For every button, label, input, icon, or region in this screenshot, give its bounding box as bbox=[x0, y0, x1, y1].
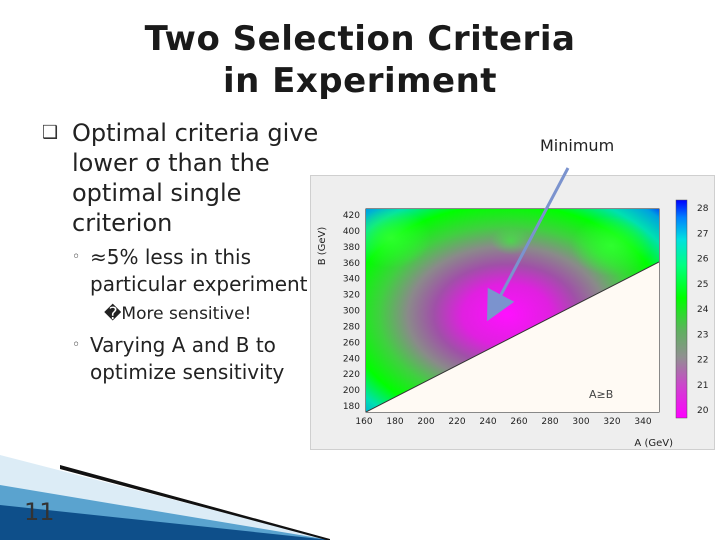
x-tick-label: 180 bbox=[386, 417, 403, 427]
bullet-more-sensitive: �More sensitive! bbox=[104, 304, 252, 324]
bullet-list: ❑ Optimal criteria give lower σ than the… bbox=[42, 118, 322, 386]
x-tick-label: 160 bbox=[355, 417, 372, 427]
contour-fill bbox=[366, 209, 659, 412]
sensitivity-contour-plot: A≥B B (GeV) A (GeV) 180 200 220 240 260 280 30… bbox=[310, 175, 715, 450]
x-tick-label: 260 bbox=[510, 417, 527, 427]
y-tick-label: 340 bbox=[343, 275, 360, 285]
bullet-text: ≈5% less in this particular experiment bbox=[90, 245, 308, 296]
bullet-optimal-criteria: ❑ Optimal criteria give lower σ than the… bbox=[42, 118, 322, 238]
y-tick-label: 240 bbox=[343, 354, 360, 364]
x-tick-label: 220 bbox=[448, 417, 465, 427]
color-scale-tick-label: 26 bbox=[697, 255, 709, 265]
x-tick-label: 200 bbox=[417, 417, 434, 427]
x-tick-label: 340 bbox=[634, 417, 651, 427]
y-tick-label: 180 bbox=[343, 402, 360, 412]
x-tick-label: 240 bbox=[479, 417, 496, 427]
bullet-text: Varying A and B to optimize sensitivity bbox=[90, 333, 285, 384]
color-scale-tick-label: 21 bbox=[697, 381, 708, 391]
y-tick-label: 280 bbox=[343, 322, 360, 332]
bullet-five-percent: ◦ ≈5% less in this particular experiment bbox=[42, 244, 322, 298]
y-tick-label: 320 bbox=[343, 291, 360, 301]
x-tick-label: 300 bbox=[572, 417, 589, 427]
y-tick-label: 420 bbox=[343, 211, 360, 221]
color-scale-tick-label: 23 bbox=[697, 330, 708, 340]
contour-plot-svg: A≥B B (GeV) A (GeV) 180 200 220 240 260 280 30… bbox=[317, 199, 709, 449]
region-label: A≥B bbox=[589, 388, 613, 401]
bullet-marker: ❑ bbox=[42, 122, 59, 143]
y-tick-label: 200 bbox=[343, 386, 360, 396]
color-scale-tick-label: 27 bbox=[697, 229, 708, 239]
color-scale-tick-label: 22 bbox=[697, 356, 708, 366]
minimum-label: Minimum bbox=[540, 136, 615, 155]
bullet-varying-ab: ◦ Varying A and B to optimize sensitivit… bbox=[42, 332, 322, 386]
x-axis-ticks: 160 180 200 220 240 260 280 300 320 340 bbox=[355, 417, 651, 427]
x-tick-label: 320 bbox=[603, 417, 620, 427]
sub-bullet-marker: ◦ bbox=[72, 337, 81, 353]
y-tick-label: 360 bbox=[343, 259, 360, 269]
color-scale-tick-label: 24 bbox=[697, 305, 709, 315]
y-tick-label: 220 bbox=[343, 370, 360, 380]
footer-decoration bbox=[0, 455, 330, 540]
y-axis-ticks: 180 200 220 240 260 280 300 320 340 360 380 400 420 bbox=[343, 211, 360, 412]
y-tick-label: 400 bbox=[343, 227, 360, 237]
y-axis-label: B (GeV) bbox=[317, 227, 328, 266]
x-tick-label: 280 bbox=[541, 417, 558, 427]
color-scale-ticks: 20 21 22 23 24 25 26 27 28 bbox=[697, 204, 709, 416]
bullet-text: Optimal criteria give lower σ than the o… bbox=[72, 119, 319, 237]
y-tick-label: 300 bbox=[343, 307, 360, 317]
x-axis-label: A (GeV) bbox=[634, 438, 673, 449]
y-tick-label: 380 bbox=[343, 243, 360, 253]
color-scale-tick-label: 20 bbox=[697, 406, 709, 416]
slide-title: Two Selection Criteria in Experiment bbox=[144, 19, 576, 101]
y-tick-label: 260 bbox=[343, 338, 360, 348]
color-scale-tick-label: 25 bbox=[697, 280, 708, 290]
color-scale-tick-label: 28 bbox=[697, 204, 709, 214]
color-scale-bar bbox=[675, 199, 688, 419]
page-number: 11 bbox=[24, 498, 55, 526]
sub-bullet-marker: ◦ bbox=[72, 249, 81, 265]
